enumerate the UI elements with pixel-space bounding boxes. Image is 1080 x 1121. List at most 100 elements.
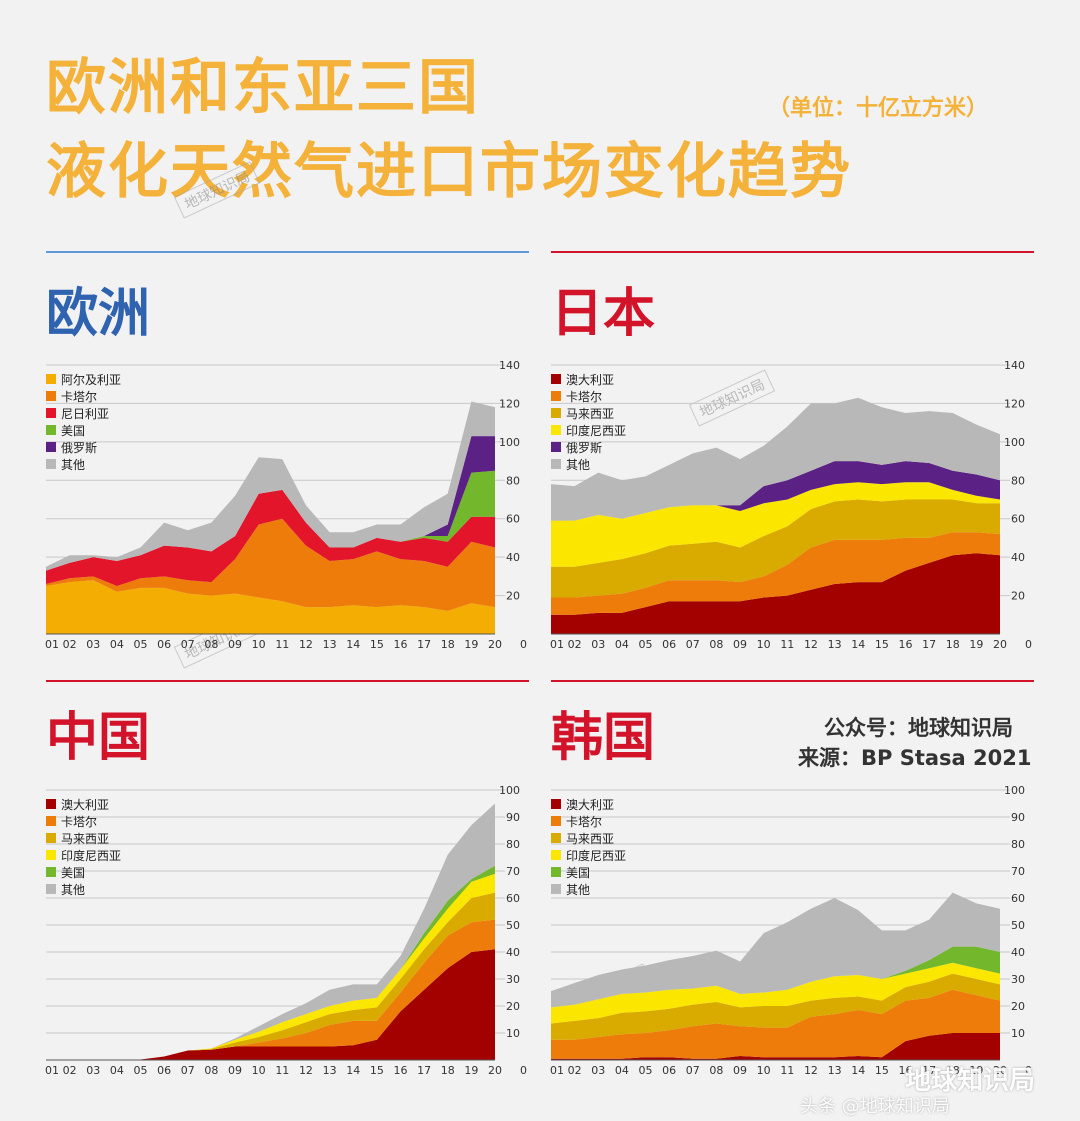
legend-label: 卡塔尔 [61, 814, 97, 829]
divider-japan [551, 251, 1034, 253]
unit-label: （单位：十亿立方米） [768, 96, 989, 121]
y-tick-label: 120 [499, 397, 520, 410]
area-europe-尼日利亚 [46, 489, 495, 586]
legend-label: 卡塔尔 [566, 814, 602, 829]
y-tick-label: 70 [1011, 865, 1025, 878]
legend-label: 卡塔尔 [566, 389, 602, 404]
x-tick-label: 01 [550, 1064, 564, 1077]
legend-label: 美国 [61, 424, 85, 438]
x-tick-label: 13 [828, 638, 842, 651]
x-tick-label: 19 [969, 1064, 983, 1077]
legend-label: 印度尼西亚 [61, 848, 121, 863]
legend-swatch [46, 425, 56, 435]
area-japan-卡塔尔 [551, 532, 1000, 615]
x-tick-label: 10 [757, 638, 771, 651]
x-tick-label: 08 [204, 1064, 218, 1077]
x-tick-label: 16 [393, 1064, 407, 1077]
x-tick-label: 08 [204, 638, 218, 651]
x-tick-label: 14 [346, 638, 360, 651]
area-korea-其他 [551, 892, 1000, 1008]
region-title-japan: 日本 [551, 284, 656, 344]
x-tick-label: 18 [441, 1064, 455, 1077]
legend-label: 俄罗斯 [566, 441, 602, 455]
x-tick-label: 09 [228, 638, 242, 651]
y-tick-label: 60 [506, 892, 520, 905]
y-tick-label: 20 [506, 590, 520, 603]
legend-label: 其他 [61, 883, 85, 897]
area-korea-马来西亚 [551, 973, 1000, 1040]
x-tick-label: 06 [157, 638, 171, 651]
legend-swatch [46, 816, 56, 826]
x-tick-label: 11 [780, 638, 794, 651]
x-tick-label: 05 [639, 638, 653, 651]
x-tick-label: 17 [922, 638, 936, 651]
x-tick-label: 01 [45, 638, 59, 651]
x-tick-label: 03 [591, 1064, 605, 1077]
legend-swatch [551, 850, 561, 860]
x-tick-label: 04 [110, 1064, 124, 1077]
x-tick-label: 06 [662, 1064, 676, 1077]
y-tick-label: 100 [1004, 784, 1025, 797]
x-tick-label: 09 [733, 638, 747, 651]
x-tick-label: 02 [63, 638, 77, 651]
x-tick-label: 16 [898, 638, 912, 651]
x-tick-label: 17 [417, 638, 431, 651]
legend-swatch [46, 867, 56, 877]
legend-swatch [46, 884, 56, 894]
legend-label: 其他 [566, 458, 590, 472]
legend-swatch [551, 833, 561, 843]
x-tick-label: 03 [591, 638, 605, 651]
legend-swatch [551, 799, 561, 809]
watermark-bottom-2: 头条 @地球知识局 [800, 1096, 950, 1117]
x-tick-label: 09 [733, 1064, 747, 1077]
x-tick-label: 12 [804, 1064, 818, 1077]
legend-label: 印度尼西亚 [566, 423, 626, 438]
y-tick-label: 80 [506, 474, 520, 487]
legend-swatch [551, 884, 561, 894]
x-tick-label: 04 [110, 638, 124, 651]
y-tick-label: 90 [1011, 811, 1025, 824]
title-line-1: 欧洲和东亚三国 [46, 53, 480, 123]
region-title-europe: 欧洲 [46, 284, 151, 344]
x-tick-label: 14 [346, 1064, 360, 1077]
x-tick-label: 13 [323, 1064, 337, 1077]
area-korea-卡塔尔 [551, 989, 1000, 1059]
x-tick-label: 02 [63, 1064, 77, 1077]
x-tick-label: 16 [898, 1064, 912, 1077]
x-tick-label: 18 [946, 638, 960, 651]
legend-swatch [551, 408, 561, 418]
legend-swatch [46, 374, 56, 384]
legend-swatch [551, 459, 561, 469]
x-tick-label: 10 [757, 1064, 771, 1077]
legend-label: 阿尔及利亚 [61, 372, 121, 387]
legend-label: 俄罗斯 [61, 441, 97, 455]
legend-swatch [46, 459, 56, 469]
y-tick-label: 30 [506, 973, 520, 986]
legend-label: 马来西亚 [566, 407, 614, 421]
x-tick-label: 08 [709, 1064, 723, 1077]
legend-swatch [551, 425, 561, 435]
area-china-印度尼西亚 [46, 873, 495, 1060]
x-tick-label: 17 [922, 1064, 936, 1077]
x-tick-label: 15 [370, 1064, 384, 1077]
legend-swatch [46, 799, 56, 809]
y-tick-label: 10 [506, 1027, 520, 1040]
credit-account: 公众号：地球知识局 [824, 716, 1013, 740]
x-tick-label: 01 [550, 638, 564, 651]
y-tick-label: 20 [1011, 1000, 1025, 1013]
area-europe-卡塔尔 [46, 518, 495, 611]
area-japan-马来西亚 [551, 499, 1000, 598]
x-tick-label: 10 [252, 1064, 266, 1077]
y-tick-label: 30 [1011, 973, 1025, 986]
x-tick-label: 02 [568, 1064, 582, 1077]
x-tick-label: 09 [228, 1064, 242, 1077]
x-tick-label: 04 [615, 638, 629, 651]
x-tick-label: 06 [662, 638, 676, 651]
x-tick-label: 11 [780, 1064, 794, 1077]
x-tick-label: 17 [417, 1064, 431, 1077]
legend-swatch [551, 442, 561, 452]
legend-label: 马来西亚 [566, 832, 614, 846]
y-tick-label: 90 [506, 811, 520, 824]
legend-swatch [46, 833, 56, 843]
x-tick-label: 01 [45, 1064, 59, 1077]
